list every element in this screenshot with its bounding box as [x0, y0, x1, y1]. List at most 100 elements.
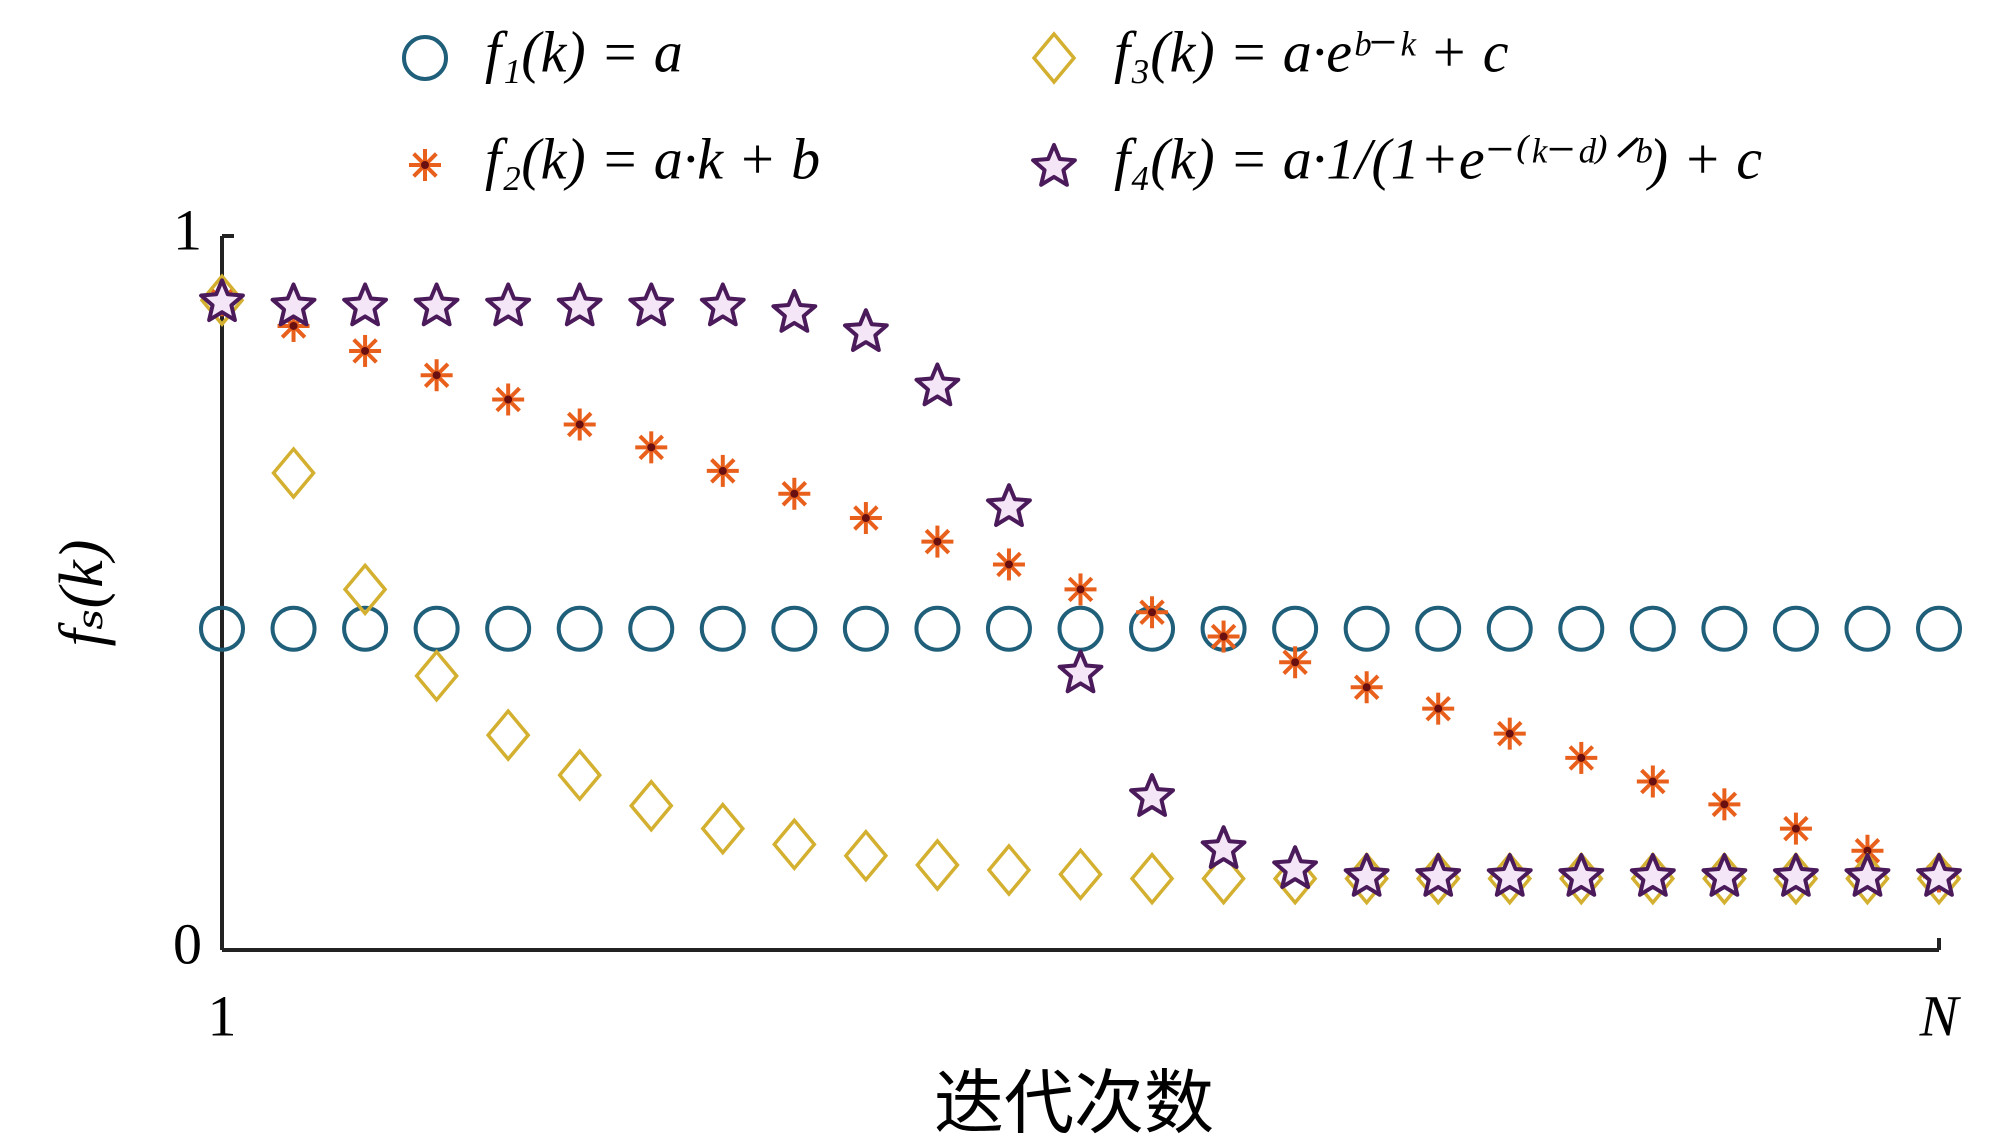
asterisk-core: [1648, 777, 1657, 786]
point: [1279, 646, 1312, 679]
point: [1343, 605, 1390, 652]
point: [1057, 649, 1104, 694]
point: [1415, 605, 1462, 652]
point: [1844, 853, 1891, 897]
point: [1486, 853, 1533, 897]
asterisk-core: [1720, 800, 1729, 809]
point: [1708, 788, 1741, 821]
point: [1415, 853, 1462, 897]
asterisk-core: [1219, 632, 1228, 641]
y-tick-label: 0: [173, 911, 202, 976]
legend-label: f₄(k) = a·1/(1+e⁻⁽ᵏ⁻ᵈ⁾ᐟᵇ) + c: [1114, 126, 1762, 191]
point: [420, 359, 453, 392]
point: [557, 748, 602, 802]
point: [985, 605, 1032, 652]
point: [914, 605, 961, 652]
point: [1916, 605, 1962, 652]
point: [771, 289, 818, 333]
point: [342, 282, 388, 327]
point: [986, 483, 1032, 527]
point: [706, 454, 739, 487]
asterisk-core: [1004, 560, 1013, 569]
point: [1207, 620, 1240, 653]
point: [413, 605, 460, 652]
point: [1629, 853, 1676, 897]
point: [699, 282, 746, 327]
point: [485, 605, 532, 652]
x-tick-label: N: [1919, 983, 1962, 1048]
y-tick-label: 1: [173, 197, 202, 262]
legend-marker: [409, 149, 441, 181]
point: [778, 477, 811, 510]
point: [1343, 853, 1390, 897]
asterisk-core: [289, 321, 298, 330]
point: [1844, 605, 1891, 652]
point: [628, 779, 674, 833]
point: [342, 562, 388, 617]
point: [1058, 847, 1103, 902]
point: [1272, 605, 1319, 652]
point: [413, 282, 460, 327]
point: [772, 817, 817, 872]
point: [1779, 812, 1812, 845]
point: [1272, 845, 1318, 889]
point: [414, 649, 459, 703]
point: [1558, 853, 1605, 897]
point: [1773, 853, 1819, 897]
y-axis-label: fₛ(k): [48, 540, 116, 647]
point: [1129, 851, 1175, 906]
point: [992, 548, 1025, 581]
asterisk-core: [1291, 658, 1300, 667]
point: [1057, 605, 1104, 652]
point: [1493, 717, 1526, 750]
point: [270, 605, 317, 652]
point: [271, 446, 316, 500]
point: [199, 605, 245, 652]
point: [1701, 605, 1748, 652]
point: [921, 525, 954, 558]
asterisk-core: [1791, 824, 1800, 833]
asterisk-core: [1863, 846, 1872, 855]
point: [700, 801, 746, 856]
point: [1558, 605, 1605, 652]
x-tick-label: 1: [208, 983, 237, 1048]
point: [1201, 851, 1246, 906]
asterisk-core: [1505, 729, 1514, 738]
asterisk-core: [1434, 704, 1443, 713]
point: [556, 605, 603, 652]
point: [1916, 853, 1962, 897]
legend-label: f₂(k) = a·k + b: [485, 126, 820, 191]
asterisk-core: [1076, 585, 1085, 594]
asterisk-core: [647, 443, 656, 452]
asterisk-core: [1577, 753, 1586, 762]
point: [1200, 825, 1247, 869]
point: [485, 282, 532, 327]
point: [1422, 692, 1455, 725]
point: [1064, 573, 1097, 606]
legend-label: f₃(k) = a·eᵇ⁻ᵏ + c: [1114, 19, 1509, 84]
point: [914, 362, 961, 407]
point: [1772, 605, 1819, 652]
point: [986, 843, 1032, 897]
point: [270, 282, 317, 327]
legend-label: f₁(k) = a: [485, 19, 683, 84]
point: [485, 708, 531, 762]
point: [1629, 605, 1676, 652]
asterisk-core: [718, 466, 727, 475]
asterisk-core: [504, 395, 513, 404]
point: [199, 278, 245, 323]
point: [563, 408, 596, 441]
point: [1565, 741, 1598, 774]
point: [699, 605, 746, 652]
point: [1129, 773, 1175, 817]
point: [1350, 671, 1383, 704]
asterisk-core: [361, 346, 370, 355]
asterisk-core: [1362, 683, 1371, 692]
point: [1136, 596, 1169, 629]
point: [199, 273, 245, 327]
asterisk-core: [861, 514, 870, 523]
asterisk-core: [933, 537, 942, 546]
point: [843, 829, 889, 883]
point: [849, 502, 882, 535]
